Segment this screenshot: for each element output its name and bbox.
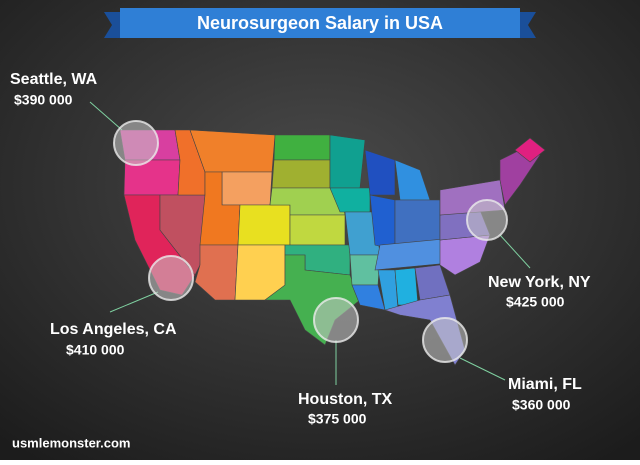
- city: Houston, TX: [298, 391, 393, 408]
- salary: $375 000: [308, 411, 367, 427]
- us-map: [119, 129, 546, 366]
- markers: [89, 101, 531, 385]
- title: Neurosurgeon Salary in USA: [197, 13, 443, 33]
- salary: $360 000: [512, 397, 571, 413]
- salary: $425 000: [506, 294, 565, 310]
- city: Miami, FL: [508, 376, 582, 393]
- city: Los Angeles, CA: [50, 321, 177, 338]
- salary: $390 000: [14, 92, 73, 108]
- title-banner: [104, 8, 536, 38]
- source: usmlemonster.com: [12, 435, 131, 450]
- city: New York, NY: [488, 274, 591, 291]
- city: Seattle, WA: [10, 71, 98, 88]
- salary: $410 000: [66, 342, 125, 358]
